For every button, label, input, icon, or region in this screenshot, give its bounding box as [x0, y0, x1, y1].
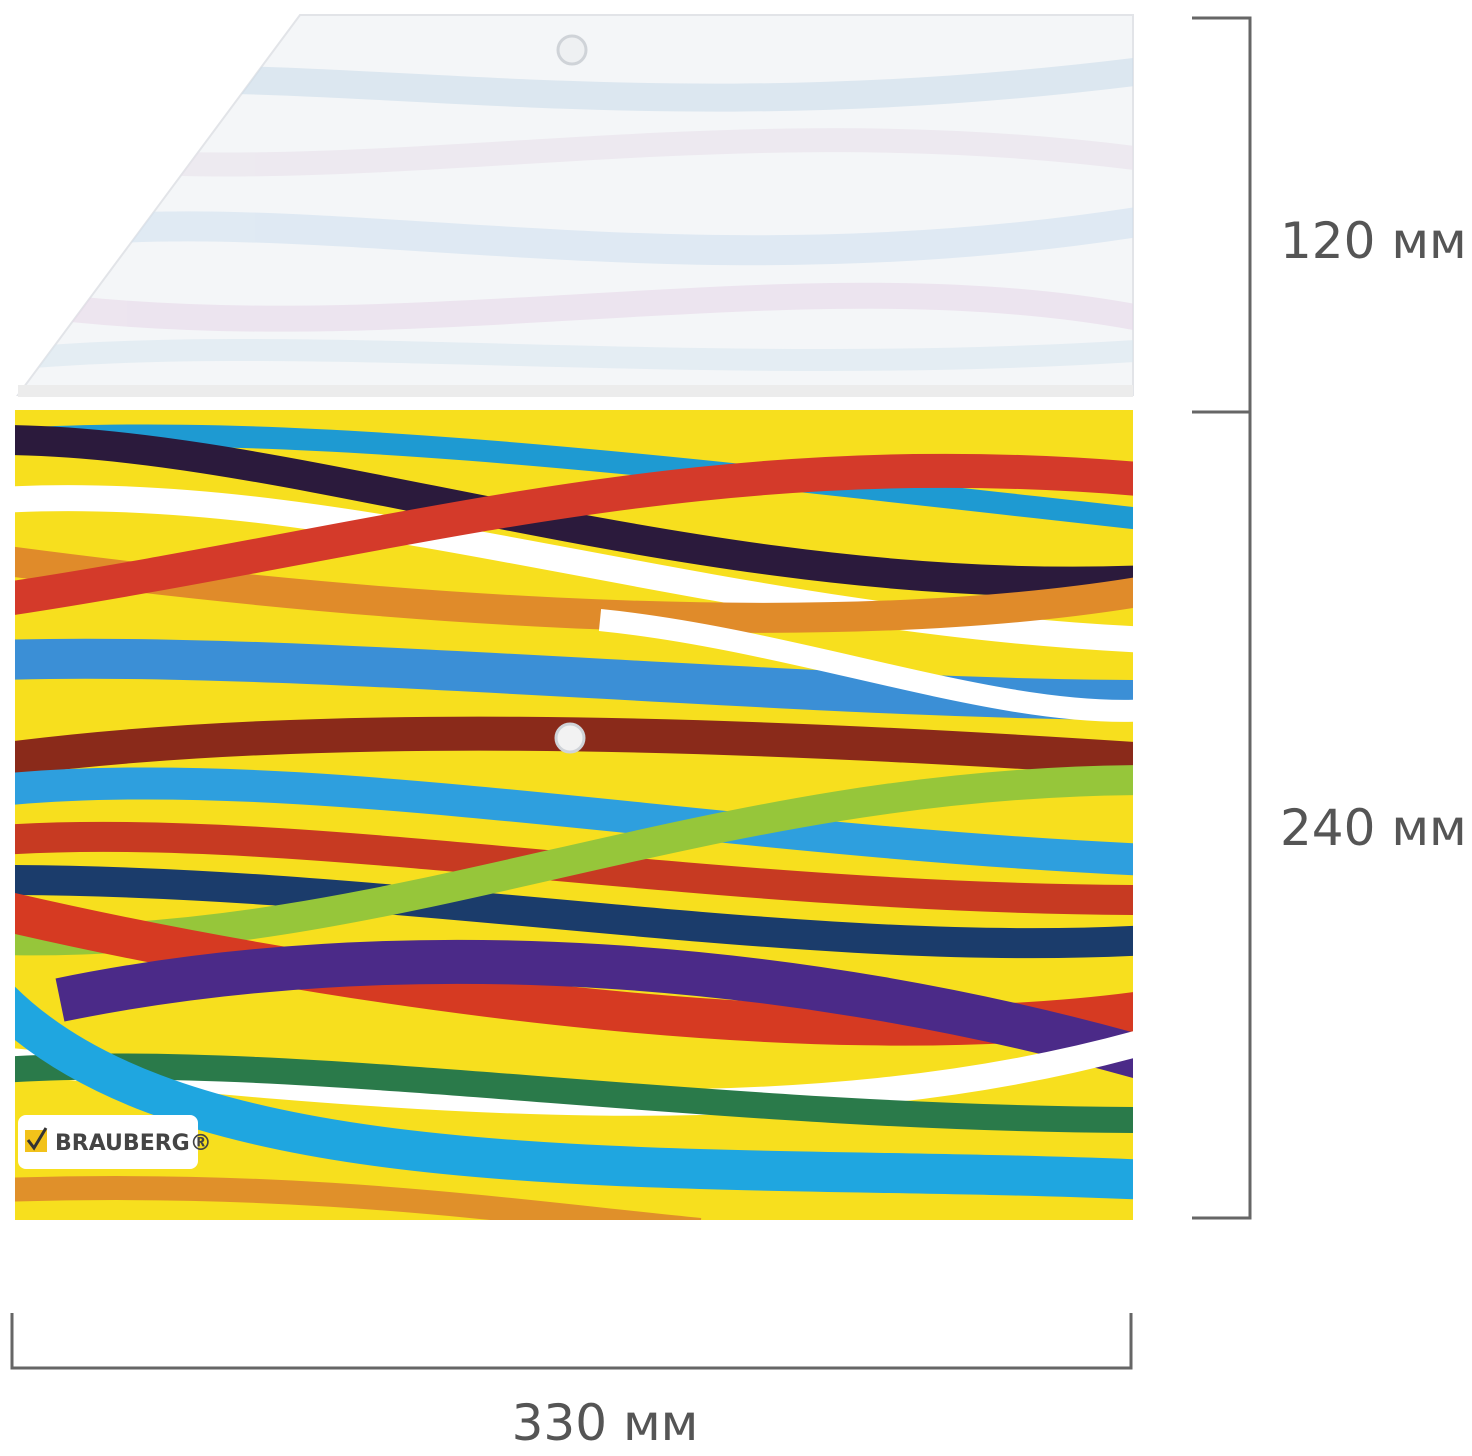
brand-logo: BRAUBERG®	[55, 1131, 212, 1156]
flap-height-label: 120 мм	[1280, 212, 1467, 270]
envelope-body: BRAUBERG®	[15, 410, 1133, 1220]
envelope-flap	[16, 14, 1134, 397]
dimension-lines	[10, 16, 1252, 1370]
width-label: 330 мм	[512, 1394, 699, 1452]
body-height-label: 240 мм	[1280, 799, 1467, 857]
